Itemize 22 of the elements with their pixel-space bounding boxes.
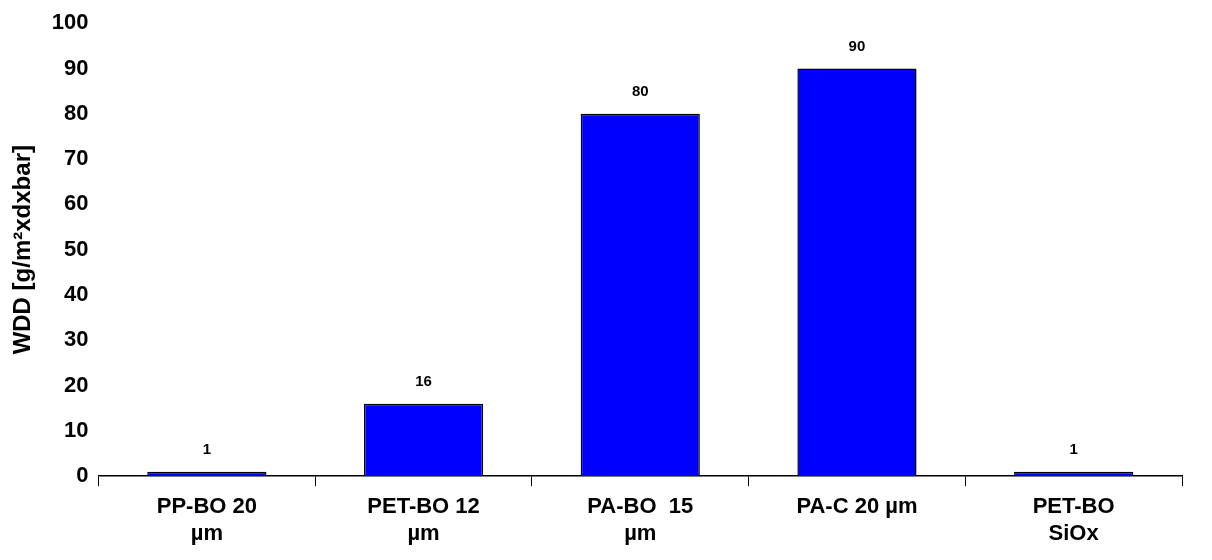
data-label: 16 [415, 372, 432, 390]
data-label: 1 [202, 440, 212, 458]
data-label: 90 [848, 37, 866, 55]
y-axis-title: WDD [g/m²xdxbar] [8, 145, 36, 355]
y-tick-label: 90 [64, 54, 89, 80]
y-tick-label: 10 [64, 416, 89, 442]
y-tick-label: 80 [64, 99, 89, 125]
y-tick-label: 50 [64, 235, 89, 261]
data-label: 1 [1069, 440, 1078, 458]
x-tick-label: PA-C 20 µm [796, 493, 918, 519]
y-tick-label: 40 [64, 281, 89, 307]
y-tick-label: 70 [64, 145, 89, 171]
y-tick-label: 60 [64, 190, 89, 216]
x-tick-label: PET-BO SiOx [1032, 493, 1115, 545]
y-tick-label: 20 [64, 371, 89, 397]
x-tick-label: PET-BO 12 µm [367, 493, 480, 545]
x-tick-label: PP-BO 20 µm [156, 493, 257, 545]
y-tick-label: 30 [64, 326, 89, 352]
data-label: 80 [631, 82, 649, 100]
x-tick-label: PA-BO 15 µm [587, 493, 694, 545]
y-tick-label: 0 [76, 462, 89, 488]
y-tick-label: 100 [51, 9, 89, 35]
